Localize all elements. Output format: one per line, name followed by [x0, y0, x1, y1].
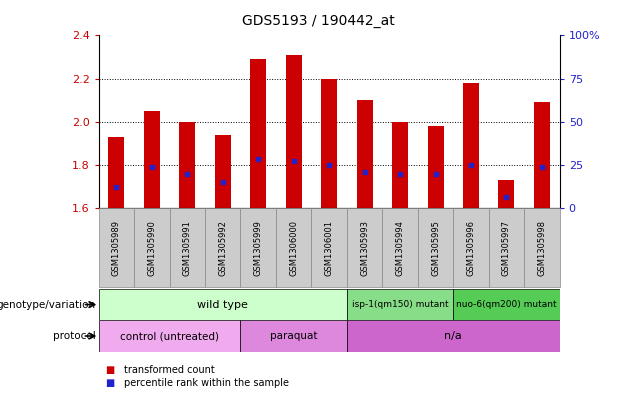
Text: control (untreated): control (untreated) [120, 331, 219, 341]
Text: GSM1305993: GSM1305993 [360, 220, 369, 275]
Text: transformed count: transformed count [124, 365, 215, 375]
Text: GSM1305992: GSM1305992 [218, 220, 227, 275]
Bar [357, 100, 373, 208]
Bar [250, 59, 266, 208]
Text: isp-1(qm150) mutant: isp-1(qm150) mutant [352, 300, 448, 309]
Bar [418, 208, 453, 287]
Bar [215, 135, 231, 208]
Text: genotype/variation: genotype/variation [0, 299, 95, 310]
Text: ■: ■ [105, 378, 114, 388]
Bar [276, 208, 312, 287]
Text: GSM1305995: GSM1305995 [431, 220, 440, 275]
Bar [312, 208, 347, 287]
Bar [99, 208, 134, 287]
Bar [427, 126, 443, 208]
Text: nuo-6(qm200) mutant: nuo-6(qm200) mutant [456, 300, 556, 309]
Text: wild type: wild type [197, 299, 248, 310]
Text: GSM1305989: GSM1305989 [112, 220, 121, 275]
Bar [240, 320, 347, 352]
Bar [524, 208, 560, 287]
Text: GSM1305998: GSM1305998 [537, 220, 546, 275]
Bar [99, 320, 240, 352]
Bar [144, 111, 160, 208]
Text: paraquat: paraquat [270, 331, 317, 341]
Text: GSM1305996: GSM1305996 [467, 220, 476, 275]
Bar [453, 289, 560, 320]
Bar [382, 208, 418, 287]
Text: GSM1305997: GSM1305997 [502, 220, 511, 275]
Bar [99, 289, 347, 320]
Bar [134, 208, 170, 287]
Text: GSM1306000: GSM1306000 [289, 220, 298, 275]
Bar [347, 208, 382, 287]
Bar [453, 208, 488, 287]
Bar [534, 102, 550, 208]
Text: GSM1306001: GSM1306001 [324, 220, 334, 275]
Bar [347, 320, 560, 352]
Bar [286, 55, 301, 208]
Bar [240, 208, 276, 287]
Bar [108, 137, 124, 208]
Bar [205, 208, 240, 287]
Text: percentile rank within the sample: percentile rank within the sample [124, 378, 289, 388]
Text: GSM1305991: GSM1305991 [183, 220, 191, 275]
Bar [499, 180, 515, 208]
Text: GDS5193 / 190442_at: GDS5193 / 190442_at [242, 14, 394, 28]
Text: ■: ■ [105, 365, 114, 375]
Bar [488, 208, 524, 287]
Text: protocol: protocol [53, 331, 95, 341]
Bar [392, 122, 408, 208]
Bar [321, 79, 337, 208]
Bar [170, 208, 205, 287]
Text: GSM1305999: GSM1305999 [254, 220, 263, 275]
Bar [347, 289, 453, 320]
Text: GSM1305994: GSM1305994 [396, 220, 404, 275]
Bar [463, 83, 479, 208]
Bar [179, 122, 195, 208]
Text: n/a: n/a [445, 331, 462, 341]
Text: GSM1305990: GSM1305990 [148, 220, 156, 275]
